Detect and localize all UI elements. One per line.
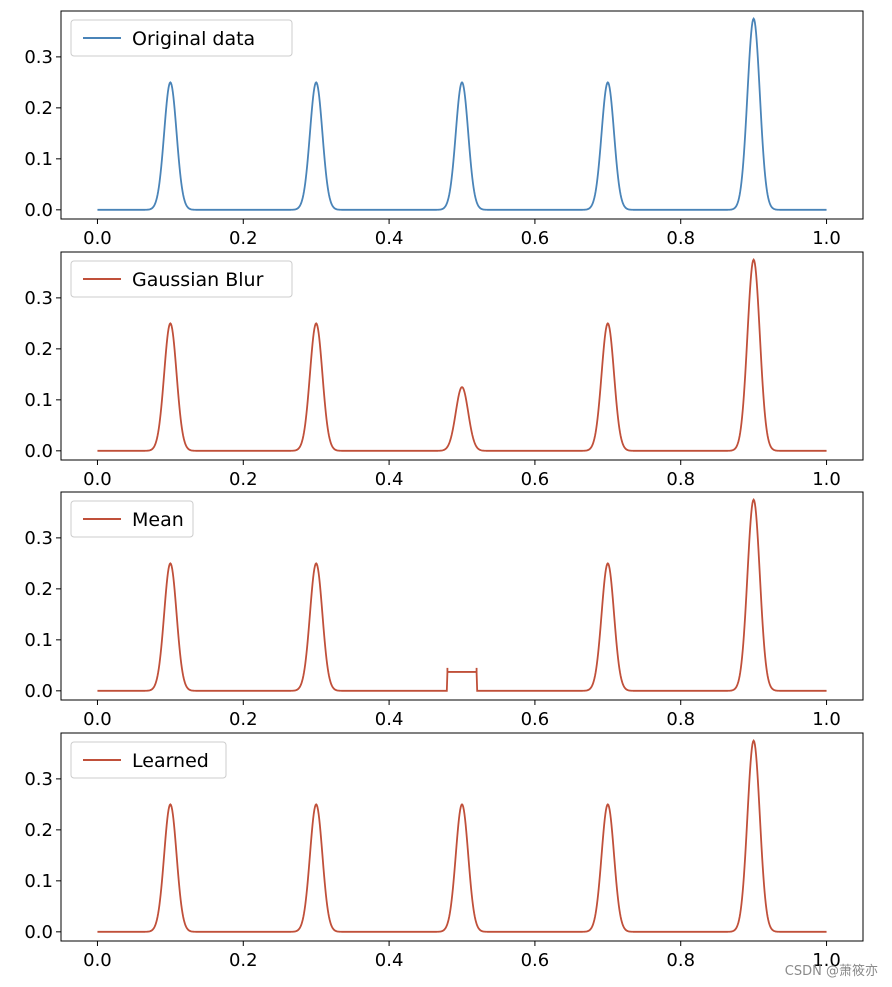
y-tick-label: 0.3 — [24, 528, 53, 549]
x-tick-label: 0.4 — [375, 228, 404, 249]
x-tick-label: 0.8 — [666, 228, 695, 249]
y-tick-label: 0.0 — [24, 441, 53, 462]
y-tick-label: 0.3 — [24, 288, 53, 309]
y-tick-label: 0.2 — [24, 339, 53, 360]
legend-label: Gaussian Blur — [132, 269, 264, 291]
x-tick-label: 1.0 — [812, 228, 841, 249]
x-tick-label: 0.2 — [229, 469, 258, 490]
x-tick-label: 1.0 — [812, 469, 841, 490]
legend-box — [70, 19, 293, 57]
x-tick-label: 0.2 — [229, 709, 258, 730]
y-tick-label: 0.0 — [24, 922, 53, 943]
x-tick-label: 0.6 — [521, 709, 550, 730]
x-tick-label: 0.2 — [229, 228, 258, 249]
subplot-1: 0.0 0.2 0.4 0.6 0.8 1.0 0.0 0.1 0.2 0.3 Original d… — [24, 10, 864, 249]
axes-frame — [60, 10, 864, 220]
y-tick-label: 0.0 — [24, 681, 53, 702]
y-tick-label: 0.2 — [24, 820, 53, 841]
x-tick-label: 0.0 — [83, 709, 112, 730]
x-tick-label: 0.8 — [666, 469, 695, 490]
series-line — [97, 498, 827, 692]
x-tick-label: 0.8 — [666, 709, 695, 730]
y-tick-label: 0.1 — [24, 871, 53, 892]
y-tick-label: 0.0 — [24, 200, 53, 221]
y-tick-label: 0.3 — [24, 769, 53, 790]
x-tick-label: 0.0 — [83, 469, 112, 490]
y-tick-label: 0.2 — [24, 98, 53, 119]
y-tick-label: 0.1 — [24, 149, 53, 170]
axes-frame — [60, 491, 864, 701]
series-line — [97, 739, 827, 933]
y-tick-label: 0.1 — [24, 630, 53, 651]
x-tick-label: 0.4 — [375, 950, 404, 971]
x-tick-label: 0.6 — [521, 228, 550, 249]
y-tick-label: 0.1 — [24, 390, 53, 411]
series-line — [97, 17, 827, 211]
x-tick-label: 1.0 — [812, 709, 841, 730]
subplot-4: 0.0 0.2 0.4 0.6 0.8 1.0 0.0 0.1 0.2 0.3 Learned — [24, 732, 864, 971]
legend-box — [70, 500, 194, 538]
watermark: CSDN @萧筱亦 — [784, 964, 878, 979]
x-tick-label: 0.6 — [521, 469, 550, 490]
x-tick-label: 0.0 — [83, 228, 112, 249]
legend-box — [70, 741, 227, 779]
y-tick-label: 0.2 — [24, 579, 53, 600]
x-tick-label: 1.0 — [812, 950, 841, 971]
y-tick-label: 0.3 — [24, 47, 53, 68]
legend-label: Mean — [132, 509, 184, 531]
x-tick-label: 0.2 — [229, 950, 258, 971]
x-tick-label: 0.8 — [666, 950, 695, 971]
subplot-3: 0.0 0.2 0.4 0.6 0.8 1.0 0.0 0.1 0.2 0.3 Mean — [24, 491, 864, 730]
legend-label: Original data — [132, 28, 255, 50]
legend-label: Learned — [132, 750, 209, 772]
axes-frame — [60, 732, 864, 942]
subplot-2: 0.0 0.2 0.4 0.6 0.8 1.0 0.0 0.1 0.2 0.3 Gaussian B… — [24, 251, 864, 490]
series-line — [97, 258, 827, 452]
x-tick-label: 0.4 — [375, 469, 404, 490]
x-tick-label: 0.6 — [521, 950, 550, 971]
legend-box — [70, 260, 293, 298]
axes-frame — [60, 251, 864, 461]
x-tick-label: 0.0 — [83, 950, 112, 971]
x-tick-label: 0.4 — [375, 709, 404, 730]
